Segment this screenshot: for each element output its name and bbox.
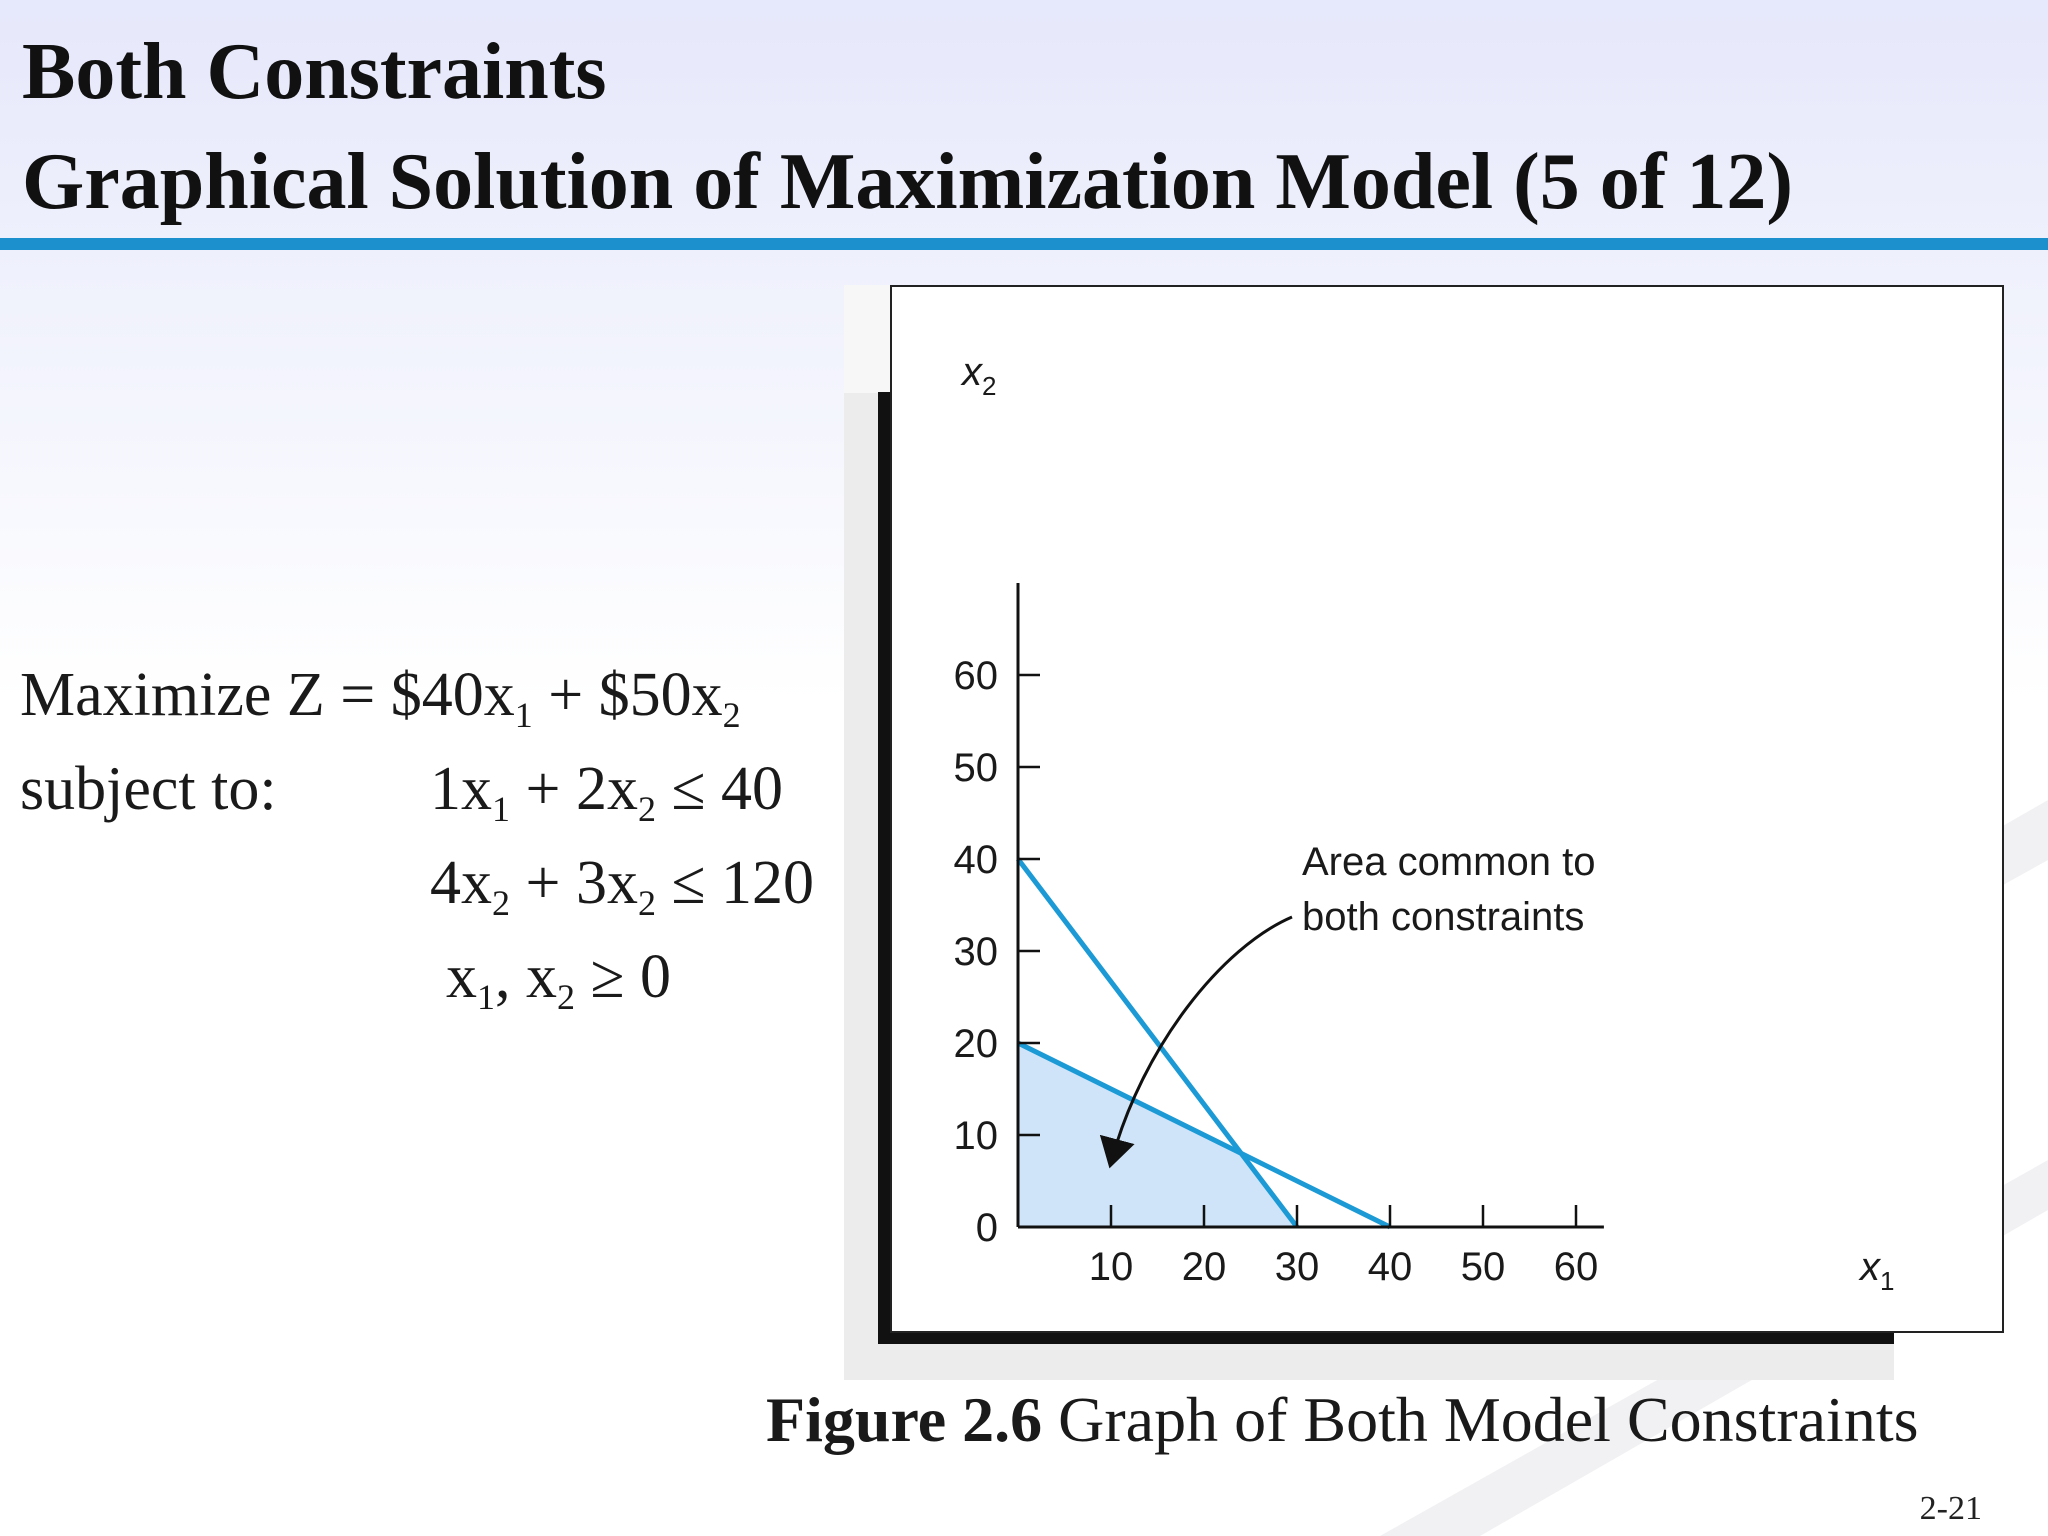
constraint-line-1	[1016, 857, 1299, 1229]
x-tick-label-40: 40	[1368, 1245, 1413, 1289]
x-tick-label-30: 30	[1275, 1245, 1320, 1289]
y-tick-label-10: 10	[954, 1114, 999, 1158]
y-tick-label-50: 50	[954, 746, 999, 790]
annotation-line-1: Area common to	[1302, 840, 1595, 884]
non-negativity: x1, x2 ≥ 0	[446, 943, 672, 1015]
figure-shadow-tab	[844, 285, 892, 393]
nn-c: ≥ 0	[575, 943, 672, 1011]
y-tick-label-30: 30	[954, 930, 999, 974]
slide-title-line-1: Both Constraints	[22, 28, 607, 116]
objective-sub2: 2	[722, 695, 741, 735]
c2-a: 4x	[430, 849, 492, 917]
x-tick-label-60: 60	[1554, 1245, 1599, 1289]
nn-s1: 1	[477, 977, 495, 1017]
figure-frame: 0 10 20 30 40 50 60 10 20 30 40 50 60 x2 x1 Area commo…	[890, 285, 2004, 1333]
objective-prefix: Maximize Z = $40x	[20, 661, 515, 729]
figure-caption: Figure 2.6 Graph of Both Model Constrain…	[766, 1388, 1919, 1452]
x-tick-label-20: 20	[1182, 1245, 1227, 1289]
objective-function: Maximize Z = $40x1 + $50x2	[20, 661, 741, 733]
nn-a: x	[446, 943, 477, 1011]
lp-model: Maximize Z = $40x1 + $50x2 subject to: 1…	[20, 648, 870, 1028]
x-axis-label: x1	[1858, 1245, 1894, 1296]
page-number: 2-21	[1919, 1490, 1982, 1527]
y-tick-label-60: 60	[954, 654, 999, 698]
c1-b: + 2x	[510, 755, 638, 823]
c1-s1: 1	[492, 789, 510, 829]
c2-s2: 2	[637, 883, 656, 923]
constraint-1: 1x1 + 2x2 ≤ 40	[430, 755, 783, 827]
feasible-region	[1018, 1043, 1297, 1227]
slide-title-line-2: Graphical Solution of Maximization Model…	[22, 138, 1794, 226]
c2-s1: 2	[492, 883, 510, 923]
c1-a: 1x	[430, 755, 492, 823]
caption-text: Graph of Both Model Constraints	[1042, 1384, 1919, 1455]
c1-s2: 2	[637, 789, 656, 829]
constraint-2: 4x2 + 3x2 ≤ 120	[430, 849, 814, 921]
y-tick-label-20: 20	[954, 1022, 999, 1066]
annotation-line-2: both constraints	[1302, 895, 1584, 939]
c1-c: ≤ 40	[655, 755, 783, 823]
constraints-chart: 0 10 20 30 40 50 60 10 20 30 40 50 60 x2 x1 Area commo…	[954, 350, 1895, 1296]
y-tick-label-40: 40	[954, 838, 999, 882]
x-tick-label-50: 50	[1461, 1245, 1506, 1289]
y-axis-label: x2	[960, 350, 996, 401]
x-tick-label-10: 10	[1089, 1245, 1134, 1289]
title-underline	[0, 238, 2048, 250]
nn-s2: 2	[557, 977, 575, 1017]
objective-sub1: 1	[514, 695, 533, 735]
c2-c: ≤ 120	[655, 849, 814, 917]
caption-figure-number: Figure 2.6	[766, 1384, 1043, 1455]
constraint-line-2	[1016, 1040, 1392, 1230]
nn-b: , x	[495, 943, 557, 1011]
objective-mid: + $50x	[532, 661, 723, 729]
y-tick-label-0: 0	[976, 1206, 998, 1250]
subject-to-label: subject to:	[20, 755, 277, 823]
annotation-arrow	[1099, 915, 1293, 1169]
c2-b: + 3x	[510, 849, 638, 917]
